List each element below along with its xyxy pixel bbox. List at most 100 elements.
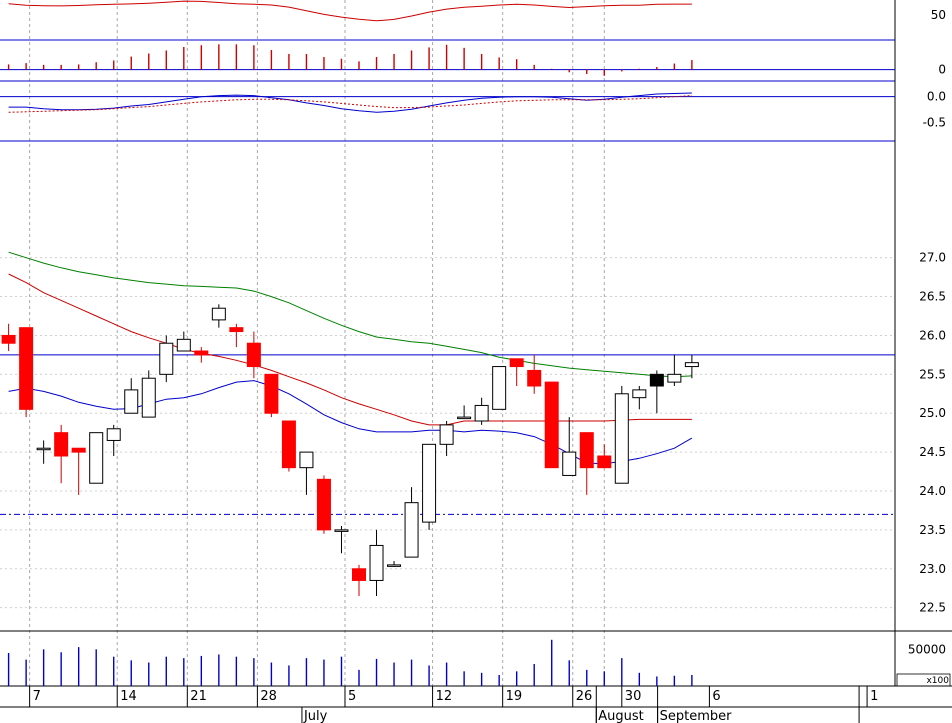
oscillator-tick-label: 50 xyxy=(931,8,946,22)
candlestick xyxy=(352,564,366,596)
moving-average-long xyxy=(8,251,692,378)
candlestick xyxy=(211,304,226,328)
candle-body xyxy=(54,432,69,457)
price-tick-label: 23.5 xyxy=(919,523,946,537)
candle-body xyxy=(457,416,472,420)
day-label: 14 xyxy=(120,689,137,704)
day-label: 19 xyxy=(506,689,523,704)
candle-body xyxy=(246,342,261,368)
price-tick-label: 26.0 xyxy=(919,328,946,342)
volume-scale-note: x100 xyxy=(926,676,949,686)
candle-body xyxy=(684,362,699,368)
candle-body xyxy=(36,447,51,451)
candlestick xyxy=(1,323,16,351)
candlestick xyxy=(649,370,664,414)
price-tick-label: 24.5 xyxy=(919,445,946,459)
month-label: September xyxy=(660,709,733,723)
candle-body xyxy=(124,389,139,414)
candlestick xyxy=(71,447,86,495)
candlestick xyxy=(54,424,69,484)
candle-body xyxy=(1,334,16,344)
candle-body xyxy=(176,338,191,352)
price-tick-label: 24.0 xyxy=(919,484,946,498)
candlestick xyxy=(387,561,402,567)
day-label: 28 xyxy=(260,689,277,704)
day-label: 26 xyxy=(576,689,593,704)
macd-tick-label: -0.5 xyxy=(923,116,946,130)
candle-body xyxy=(141,377,156,418)
candle-body xyxy=(439,424,454,445)
candle-body xyxy=(404,502,419,558)
day-label: 7 xyxy=(33,689,41,704)
candlestick xyxy=(36,440,51,464)
price-tick-label: 27.0 xyxy=(919,251,946,265)
candle-body xyxy=(509,358,524,368)
candle-body xyxy=(264,373,279,414)
candlestick xyxy=(439,421,454,456)
candlestick xyxy=(19,327,34,418)
month-label: July xyxy=(303,709,328,723)
candle-body xyxy=(19,327,34,410)
month-label: August xyxy=(598,709,644,723)
y-axis: 50 0 0.0 -0.5 27.0 26.5 26.0 25.5 25.0 24.5 24.0 23… xyxy=(896,8,951,687)
candle-body xyxy=(649,373,664,387)
candlestick xyxy=(579,432,594,495)
candle-body xyxy=(211,307,226,321)
candle-body xyxy=(527,369,542,387)
candle-body xyxy=(316,478,331,531)
price-tick-label: 25.0 xyxy=(919,406,946,420)
candlestick xyxy=(562,417,577,476)
candlestick xyxy=(264,373,279,418)
day-label: 12 xyxy=(436,689,453,704)
chart-panels xyxy=(0,0,952,687)
candlestick xyxy=(176,331,191,352)
candle-body xyxy=(387,564,402,567)
candlestick xyxy=(404,487,419,558)
candle-body xyxy=(369,544,384,581)
candle-body xyxy=(544,381,559,469)
candlestick xyxy=(316,475,331,534)
day-label: 5 xyxy=(348,689,356,704)
day-label: 6 xyxy=(712,689,720,704)
candle-body xyxy=(106,428,121,441)
macd-tick-label: 0.0 xyxy=(927,90,946,104)
price-tick-label: 23.0 xyxy=(919,562,946,576)
candle-body xyxy=(422,443,437,523)
candle-body xyxy=(194,350,209,356)
gridlines xyxy=(0,0,895,686)
candle-body xyxy=(281,420,296,469)
candlestick xyxy=(124,378,139,414)
candlestick xyxy=(492,366,507,410)
price-tick-label: 22.5 xyxy=(919,601,946,615)
candlestick xyxy=(194,347,209,363)
candlestick xyxy=(106,424,121,456)
volume-scale-box xyxy=(896,673,951,687)
candle-body xyxy=(352,568,366,581)
candle-body xyxy=(71,447,86,453)
candle-body xyxy=(492,366,507,410)
moving-average-mid xyxy=(8,273,692,426)
candlestick xyxy=(684,354,699,379)
candlestick xyxy=(369,529,384,596)
candlestick xyxy=(544,381,559,469)
candlestick xyxy=(299,451,314,495)
candle-body xyxy=(579,432,594,469)
candlestick xyxy=(474,397,489,425)
candlestick xyxy=(159,335,174,383)
candle-body xyxy=(334,529,349,532)
histogram-tick-label: 0 xyxy=(938,63,946,77)
candle-body xyxy=(667,373,682,383)
candlestick xyxy=(281,420,296,472)
candlestick xyxy=(89,432,104,484)
price-tick-label: 26.5 xyxy=(919,290,946,304)
candle-body xyxy=(299,451,314,469)
candle-body xyxy=(89,432,104,484)
candle-body xyxy=(229,327,244,333)
candle-body xyxy=(159,342,174,375)
candlestick xyxy=(141,370,156,418)
price-tick-label: 25.5 xyxy=(919,367,946,381)
oscillator-line xyxy=(8,0,692,22)
candlestick xyxy=(509,358,524,386)
candlestick xyxy=(527,354,542,394)
macd-signal-line xyxy=(8,95,692,113)
